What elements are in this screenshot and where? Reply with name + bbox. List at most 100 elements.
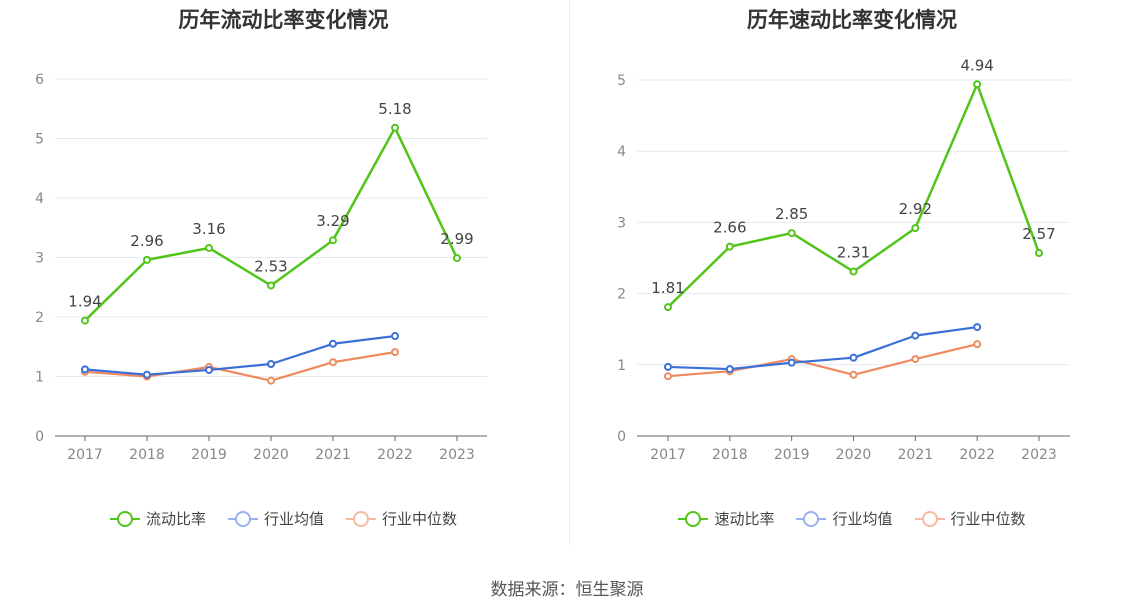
data-point <box>391 123 399 132</box>
x-tick-label: 2018 <box>712 447 748 463</box>
data-point <box>143 370 151 379</box>
x-tick-label: 2018 <box>129 447 165 463</box>
data-label: 1.94 <box>68 293 101 311</box>
y-tick-label: 5 <box>617 73 626 89</box>
x-tick-label: 2022 <box>377 447 413 463</box>
legend-marker-icon <box>227 510 258 527</box>
y-tick-label: 3 <box>35 251 44 267</box>
data-point <box>973 80 982 89</box>
legend-marker-icon <box>914 510 945 527</box>
data-point <box>664 362 672 371</box>
chart-legend: 速动比率 行业均值 行业中位数 <box>570 508 1134 529</box>
legend-label: 行业中位数 <box>382 510 458 528</box>
data-point <box>329 339 337 348</box>
data-label: 2.53 <box>254 257 287 275</box>
x-tick-label: 2021 <box>898 447 934 463</box>
line-chart-current-ratio: 0 1 2 3 4 5 6 2017 2018 2019 2020 2021 2022 2023 1.94 2… <box>35 72 487 463</box>
data-label: 2.66 <box>713 219 746 237</box>
y-tick-label: 3 <box>617 215 626 231</box>
x-tick-label: 2020 <box>836 447 872 463</box>
data-point <box>391 348 399 357</box>
series-line <box>84 126 459 322</box>
x-tick-label: 2017 <box>67 447 103 463</box>
x-tick-label: 2022 <box>959 447 995 463</box>
series-line <box>84 334 396 376</box>
y-tick-label: 4 <box>617 144 626 160</box>
legend-marker-icon <box>109 510 140 527</box>
legend-label: 速动比率 <box>714 510 775 528</box>
legend-label: 流动比率 <box>145 510 206 528</box>
legend-item-quick-ratio[interactable]: 速动比率 <box>678 508 774 529</box>
data-label: 2.92 <box>899 200 932 218</box>
data-label: 2.31 <box>837 244 870 262</box>
series-line <box>667 325 978 371</box>
legend-label: 行业均值 <box>832 510 893 528</box>
y-tick-label: 1 <box>35 370 44 386</box>
data-point <box>849 353 858 362</box>
y-tick-label: 2 <box>617 287 626 303</box>
y-tick-label: 5 <box>35 132 44 148</box>
series-line <box>84 351 396 382</box>
data-label: 2.85 <box>775 205 808 223</box>
legend-label: 行业均值 <box>263 510 324 528</box>
x-tick-label: 2019 <box>774 447 810 463</box>
y-tick-label: 0 <box>35 429 44 445</box>
panel-divider <box>569 0 570 545</box>
legend-marker-icon <box>678 510 709 527</box>
data-point <box>973 340 982 349</box>
data-point <box>453 254 461 263</box>
chart-legend: 流动比率 行业均值 行业中位数 <box>0 508 567 529</box>
legend-item-industry-average[interactable]: 行业均值 <box>796 508 893 529</box>
data-point <box>725 365 734 374</box>
chart-panel-current-ratio: 历年流动比率变化情况 0 1 2 3 4 5 6 2017 2018 2019 2020 2021 20… <box>0 0 567 545</box>
x-tick-label: 2017 <box>650 447 686 463</box>
data-point <box>329 236 337 245</box>
chart-panel-quick-ratio: 历年速动比率变化情况 0 1 2 3 4 5 2017 2018 2019 2020 2021 202… <box>570 0 1134 545</box>
data-point <box>787 229 796 238</box>
x-tick-label: 2019 <box>191 447 227 463</box>
legend-label: 行业中位数 <box>950 510 1026 528</box>
data-point <box>267 281 275 290</box>
data-point <box>205 365 213 374</box>
x-tick-label: 2023 <box>1021 447 1057 463</box>
y-tick-label: 6 <box>35 72 44 88</box>
data-label: 3.16 <box>192 220 225 238</box>
y-tick-label: 4 <box>35 191 44 207</box>
data-point <box>391 332 399 341</box>
data-point <box>205 243 213 252</box>
data-point <box>725 242 734 251</box>
x-tick-label: 2023 <box>439 447 475 463</box>
data-point <box>1035 249 1043 258</box>
legend-item-industry-median[interactable]: 行业中位数 <box>346 508 457 529</box>
data-point <box>143 255 151 264</box>
data-point <box>973 323 982 332</box>
data-point <box>911 355 920 364</box>
data-point <box>911 331 920 340</box>
data-label: 2.57 <box>1022 225 1055 243</box>
data-point <box>664 372 672 381</box>
y-tick-label: 1 <box>617 358 626 374</box>
data-point <box>911 224 920 233</box>
data-label: 1.81 <box>651 279 684 297</box>
data-label: 2.99 <box>440 230 473 248</box>
data-point <box>787 358 796 367</box>
y-tick-label: 2 <box>35 310 44 326</box>
legend-item-industry-average[interactable]: 行业均值 <box>227 508 324 529</box>
data-label: 2.96 <box>130 232 163 250</box>
legend-item-current-ratio[interactable]: 流动比率 <box>109 508 206 529</box>
legend-marker-icon <box>796 510 827 527</box>
data-point <box>849 267 858 276</box>
legend-item-industry-median[interactable]: 行业中位数 <box>914 508 1026 529</box>
data-label: 4.94 <box>960 56 993 74</box>
data-label: 3.29 <box>316 212 349 230</box>
data-label: 5.18 <box>378 100 411 118</box>
line-chart-quick-ratio: 0 1 2 3 4 5 2017 2018 2019 2020 2021 2022 2023 1.81 2.… <box>617 56 1070 463</box>
chart-title: 历年流动比率变化情况 <box>178 8 389 32</box>
data-point <box>664 303 672 312</box>
data-point <box>329 358 337 367</box>
y-tick-label: 0 <box>617 429 626 445</box>
chart-title: 历年速动比率变化情况 <box>747 8 957 32</box>
x-tick-label: 2020 <box>253 447 289 463</box>
data-source-note: 数据来源：恒生聚源 <box>490 580 644 600</box>
data-point <box>267 376 275 385</box>
